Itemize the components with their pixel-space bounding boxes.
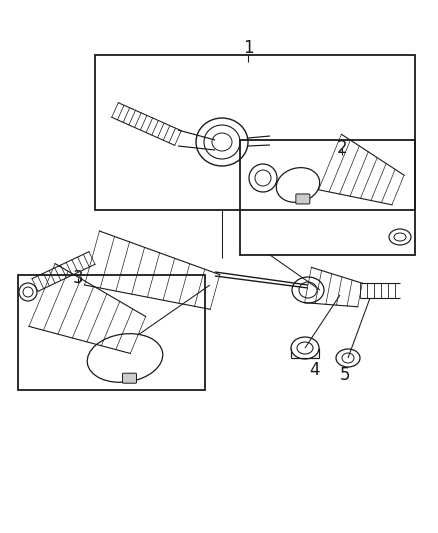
FancyBboxPatch shape: [123, 373, 137, 383]
Text: 3: 3: [73, 269, 83, 287]
FancyBboxPatch shape: [296, 194, 310, 204]
Bar: [18, 275, 205, 390]
Text: 5: 5: [340, 366, 350, 384]
Text: 4: 4: [310, 361, 320, 379]
Text: 1: 1: [243, 39, 253, 57]
Text: 2: 2: [337, 139, 347, 157]
Bar: [240, 140, 415, 255]
Bar: [95, 55, 415, 210]
